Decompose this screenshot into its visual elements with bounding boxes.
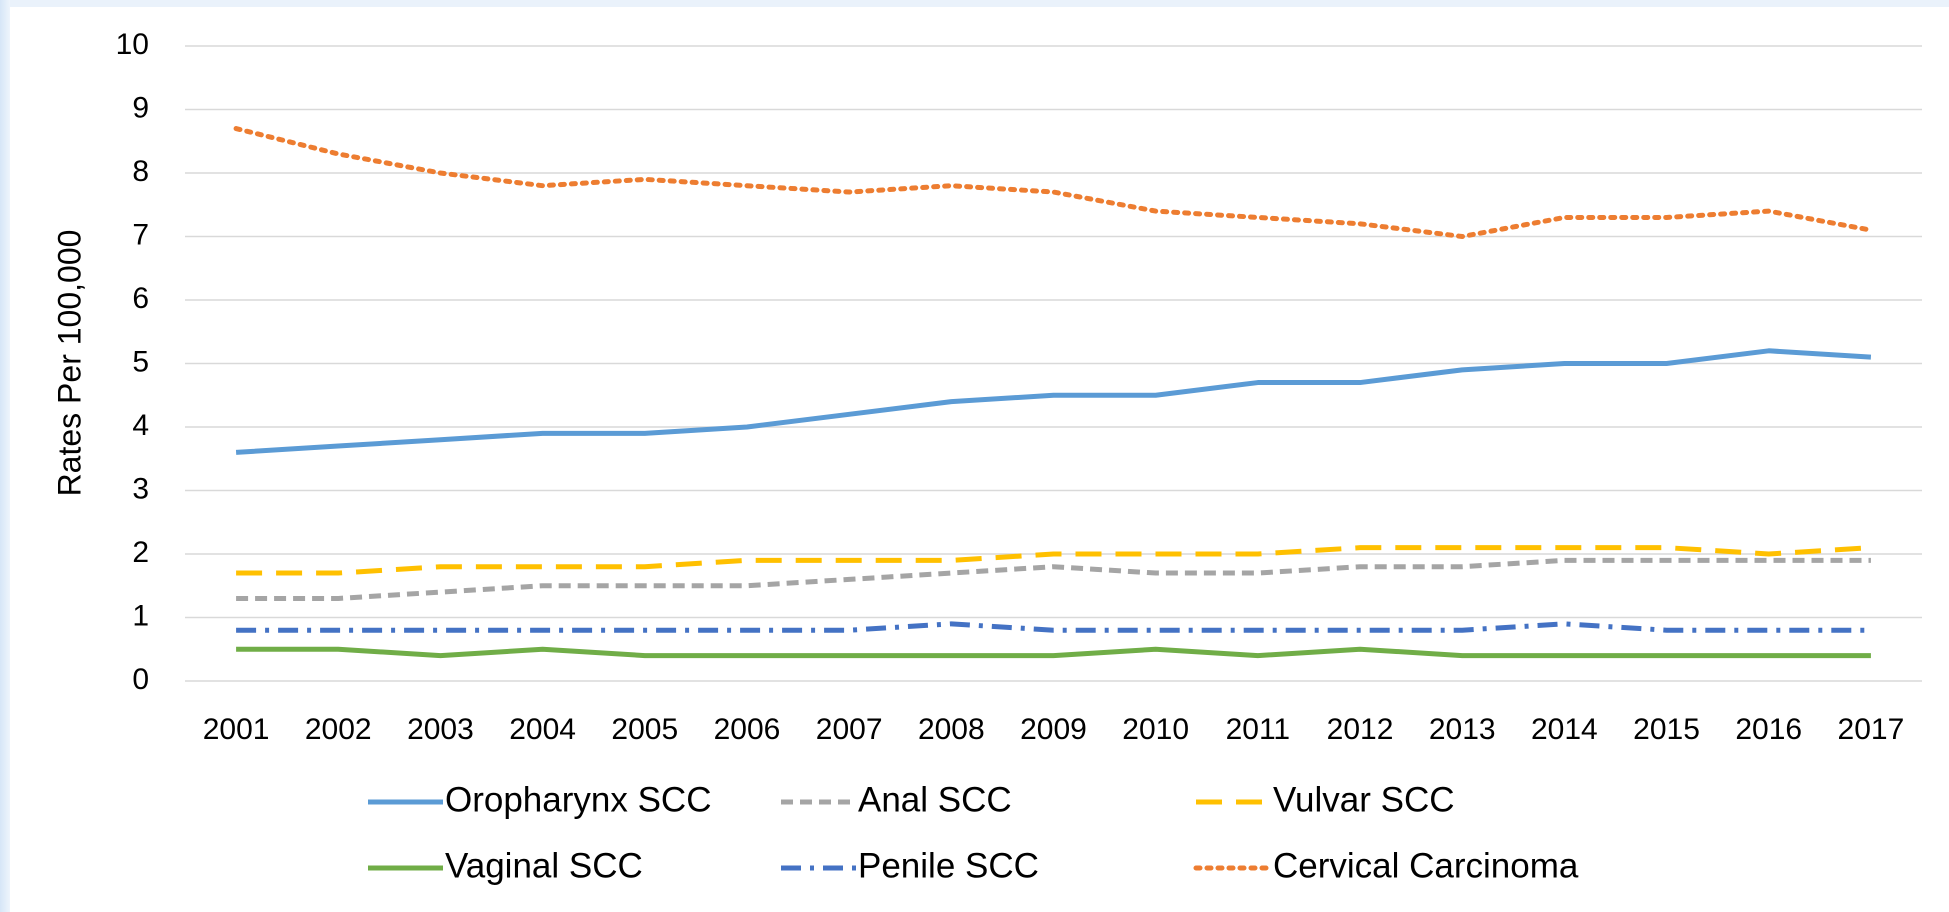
x-tick-label: 2017 xyxy=(1838,713,1905,746)
legend-label: Anal SCC xyxy=(858,780,1012,819)
legend-label: Oropharynx SCC xyxy=(445,780,711,819)
y-axis-title: Rates Per 100,000 xyxy=(51,230,87,497)
frame-top xyxy=(0,0,1949,7)
x-tick-label: 2014 xyxy=(1531,713,1598,746)
y-tick-label: 0 xyxy=(132,663,149,696)
x-tick-label: 2004 xyxy=(509,713,576,746)
series-line xyxy=(236,646,1871,659)
y-tick-label: 1 xyxy=(132,599,149,632)
x-tick-label: 2015 xyxy=(1633,713,1700,746)
x-tick-label: 2008 xyxy=(918,713,985,746)
x-tick-label: 2011 xyxy=(1226,713,1291,746)
legend-label: Penile SCC xyxy=(858,846,1039,885)
series-line xyxy=(236,621,1871,633)
y-tick-label: 8 xyxy=(132,155,149,188)
y-tick-label: 4 xyxy=(132,409,149,442)
frame-left xyxy=(0,0,10,912)
x-tick-label: 2005 xyxy=(611,713,678,746)
x-tick-label: 2007 xyxy=(816,713,883,746)
legend-label: Vaginal SCC xyxy=(445,846,643,885)
y-tick-label: 7 xyxy=(132,218,149,251)
legend-label: Cervical Carcinoma xyxy=(1273,846,1579,885)
x-tick-label: 2001 xyxy=(203,713,270,746)
series-line xyxy=(236,545,1872,576)
x-tick-label: 2012 xyxy=(1327,713,1394,746)
x-tick-label: 2006 xyxy=(714,713,781,746)
series-line xyxy=(235,348,1872,455)
y-tick-label: 3 xyxy=(132,472,149,505)
x-tick-label: 2016 xyxy=(1735,713,1802,746)
x-tick-label: 2002 xyxy=(305,713,372,746)
x-tick-label: 2013 xyxy=(1429,713,1496,746)
x-tick-label: 2003 xyxy=(407,713,474,746)
y-tick-label: 6 xyxy=(132,282,149,315)
legend-label: Vulvar SCC xyxy=(1273,780,1455,819)
y-tick-label: 2 xyxy=(132,536,149,569)
series-line xyxy=(233,126,1874,239)
series-line xyxy=(236,557,1871,601)
x-tick-label: 2010 xyxy=(1122,713,1189,746)
x-tick-label: 2009 xyxy=(1020,713,1087,746)
y-tick-label: 9 xyxy=(132,91,149,124)
y-tick-label: 5 xyxy=(132,345,149,378)
y-tick-label: 10 xyxy=(116,28,149,61)
